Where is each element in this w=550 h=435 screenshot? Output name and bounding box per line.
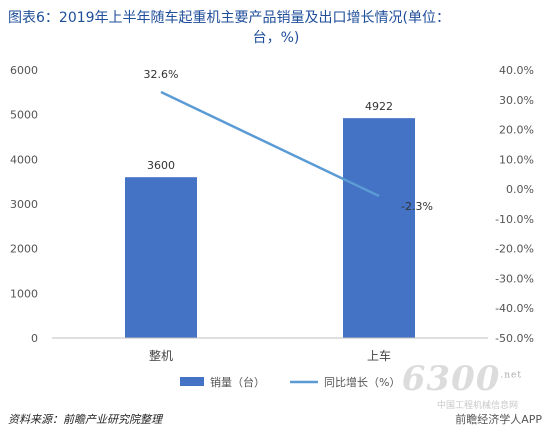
right-axis-tick-label: -30.0% [495,272,534,285]
site-logo-domain: .net [500,370,522,381]
legend-line-label: 同比增长（%） [324,375,400,389]
right-axis-tick-label: 10.0% [499,153,534,166]
category-label: 上车 [367,348,391,363]
site-logo: 6300.net [402,359,522,399]
left-axis-tick-label: 3000 [10,198,38,211]
bar-1 [125,177,197,338]
line-data-label: -2.3% [401,200,433,213]
chart-title: 图表6：2019年上半年随车起重机主要产品销量及出口增长情况(单位： 台，%) [8,8,544,48]
legend-bar-swatch [180,377,204,386]
right-axis-tick-label: -10.0% [495,213,534,226]
publisher-watermark: 前瞻经济学人APP [455,413,542,426]
bar-data-label: 3600 [147,159,175,172]
left-axis-tick-label: 5000 [10,109,38,122]
right-axis-tick-label: 40.0% [499,64,534,77]
bar-data-label: 4922 [365,100,393,113]
left-axis-tick-label: 4000 [10,153,38,166]
right-axis-tick-label: -50.0% [495,332,534,345]
category-label: 整机 [149,348,173,363]
left-axis-tick-label: 6000 [10,64,38,77]
title-line-1: 图表6：2019年上半年随车起重机主要产品销量及出口增长情况(单位： [8,10,450,26]
source-note: 资料来源：前瞻产业研究院整理 [8,413,162,426]
site-logo-text: 6300 [401,359,501,399]
right-axis-tick-label: -20.0% [495,243,534,256]
bar-2 [343,118,415,338]
right-axis-tick-label: 30.0% [499,94,534,107]
growth-line [160,90,380,198]
right-axis-tick-label: 20.0% [499,124,534,137]
left-axis-tick-label: 0 [31,332,38,345]
title-line-2: 台，%) [252,30,300,46]
left-axis-tick-label: 2000 [10,243,38,256]
right-axis-tick-label: 0.0% [506,183,534,196]
right-axis-tick-label: -40.0% [495,302,534,315]
site-logo-subtitle: 中国工程机械信息网 [436,401,518,411]
legend-bar-label: 销量（台） [210,375,265,389]
left-axis-tick-label: 1000 [10,287,38,300]
line-data-label: 32.6% [144,68,179,81]
